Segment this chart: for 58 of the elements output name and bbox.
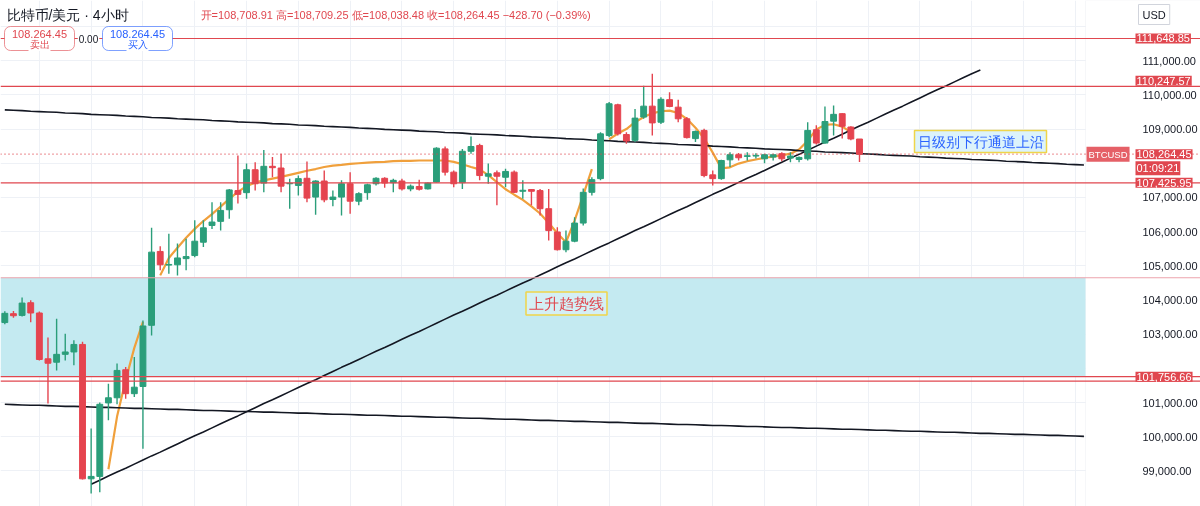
candlestick (208, 201, 216, 230)
annotation: 卖出 (29, 39, 50, 50)
y-tick-label: 109,000.00 (1142, 123, 1198, 136)
ref-line-label: 101,756.66 (1136, 370, 1192, 383)
series-label: 日级别下行通道上沿 (917, 133, 1044, 150)
candlestick (269, 156, 276, 178)
candlestick (467, 135, 475, 155)
annotation: 买入 (127, 39, 148, 50)
candlestick (243, 162, 250, 200)
y-tick-label: 101,000.00 (1142, 396, 1198, 409)
candlestick (53, 318, 61, 372)
candlestick (174, 242, 181, 277)
ref-line-label: 110,247.57 (1136, 74, 1191, 87)
candlestick (260, 149, 268, 193)
candlestick (165, 232, 173, 275)
candlestick (329, 189, 337, 208)
candlestick (217, 201, 225, 232)
candlestick (338, 179, 345, 217)
candlestick (199, 219, 207, 248)
annotation: 108,264.45 (109, 27, 166, 40)
ref-line-label: 107,425.95 (1136, 176, 1192, 189)
candlestick (61, 333, 69, 362)
ref-line-label: 111,648.85 (1136, 32, 1190, 45)
candlestick (312, 179, 320, 216)
candlestick (683, 116, 691, 140)
annotation: 上升趋势线 (529, 295, 604, 312)
chart-title: 比特币/美元 · 4小时 (6, 6, 129, 23)
candlestick (484, 162, 492, 185)
y-tick-label: 99,000.00 (1142, 464, 1192, 477)
candlestick (27, 299, 35, 323)
annotation: 108,264.45 (11, 27, 68, 40)
y-tick-label: 104,000.00 (1142, 294, 1198, 306)
y-tick-label: 110,000.00 (1142, 88, 1197, 101)
candlestick (838, 112, 846, 140)
y-tick-label: 106,000.00 (1142, 225, 1198, 238)
candlestick (631, 108, 639, 143)
candlestick (130, 356, 138, 398)
candlestick (674, 98, 682, 123)
y-tick-label: 103,000.00 (1142, 328, 1198, 341)
candlestick (640, 84, 648, 120)
y-tick-label: 111,000.00 (1142, 54, 1196, 67)
annotation: 01:09:21 (1136, 162, 1180, 175)
annotation: 0.00 (78, 33, 99, 45)
y-axis-title: USD (1142, 8, 1166, 21)
ref-line-label: 108,264.45 (1136, 148, 1192, 161)
candlestick (156, 245, 164, 271)
text: 开=108,708.91 高=108,709.25 低=108,038.48 收=108,264.45 −428.70 (−0.39%) (200, 8, 591, 21)
y-tick-label: 105,000.00 (1142, 259, 1198, 272)
candlestick (182, 238, 190, 271)
candlestick (657, 96, 665, 125)
y-tick-label: 100,000.00 (1142, 430, 1198, 443)
candlestick (70, 339, 78, 366)
candlestick (191, 219, 199, 258)
y-tick-label: 107,000.00 (1142, 191, 1198, 204)
candlestick (502, 168, 509, 188)
annotation: BTCUSD (1088, 148, 1128, 160)
candlestick (225, 188, 233, 220)
candlestick (519, 179, 527, 200)
